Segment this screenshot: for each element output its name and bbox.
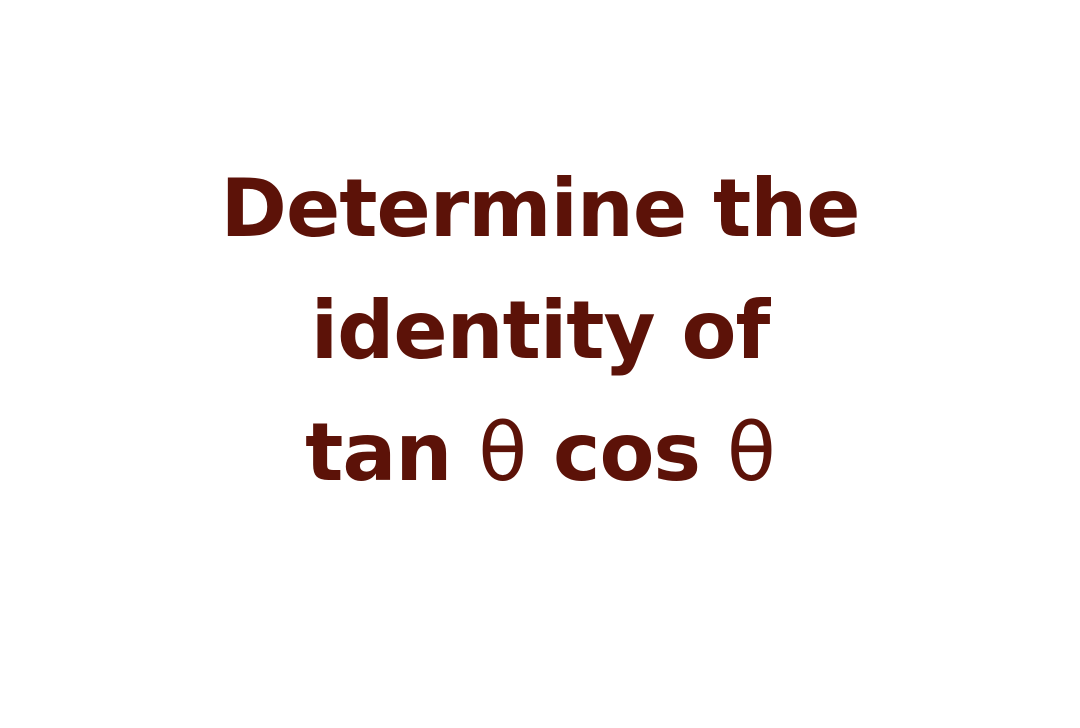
theta-symbol-1: θ xyxy=(478,406,527,499)
question-text: Determine the identity of tan θ cos θ xyxy=(0,148,1080,514)
tan-term: tan xyxy=(305,406,452,499)
cos-term: cos xyxy=(553,406,701,499)
question-line-2: identity of xyxy=(310,284,771,377)
theta-symbol-2: θ xyxy=(726,406,776,499)
question-line-1: Determine the xyxy=(220,162,861,255)
question-line-3: tan θ cos θ xyxy=(0,392,1080,514)
